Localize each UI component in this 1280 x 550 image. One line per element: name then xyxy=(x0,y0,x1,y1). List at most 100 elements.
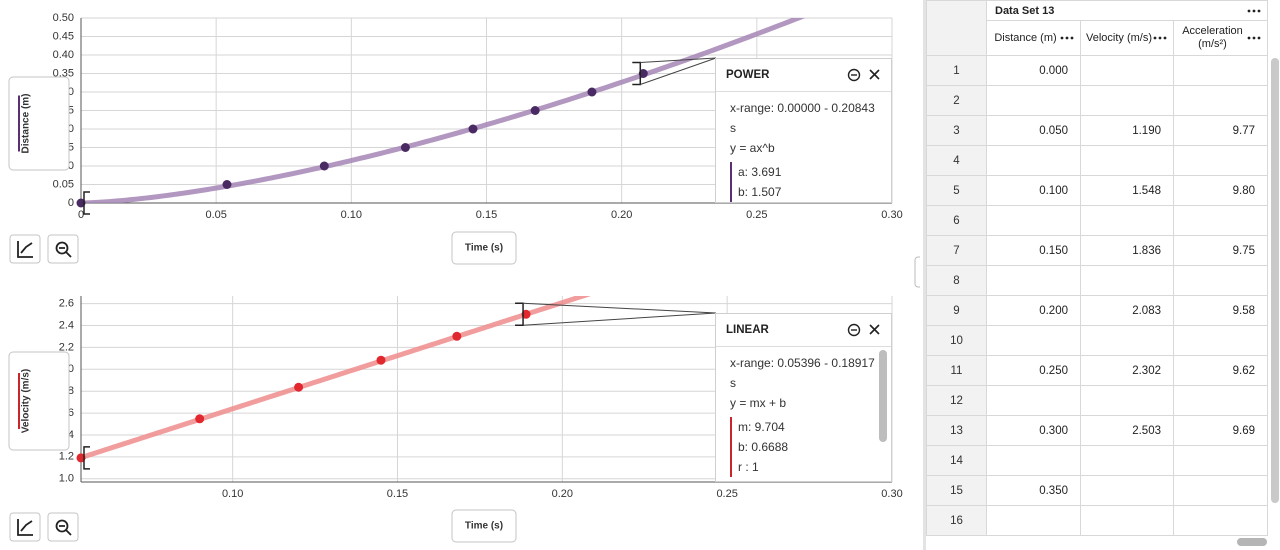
x-tick-label: 0.05 xyxy=(205,209,226,221)
table-cell[interactable] xyxy=(1173,205,1268,236)
y-tick-label: 1.0 xyxy=(59,473,74,485)
x-tick-label: 0.25 xyxy=(716,488,737,500)
row-number: 8 xyxy=(926,265,987,296)
table-cell[interactable]: 9.75 xyxy=(1173,235,1268,266)
table-row: 13 0.300 2.503 9.69 xyxy=(926,415,1268,446)
table-cell[interactable] xyxy=(1080,445,1174,476)
graph-panel: 0 0.05 0.10 0.15 0.20 0.25 0.30 0 0.05 0.10 0.15 0.… xyxy=(8,12,920,543)
vertical-scrollbar[interactable] xyxy=(1271,58,1279,503)
table-cell[interactable]: 0.150 xyxy=(986,235,1081,266)
menu-icon[interactable] xyxy=(1060,35,1074,41)
data-point xyxy=(222,180,232,189)
table-cell[interactable]: 9.58 xyxy=(1173,295,1268,326)
y-tick-label: 0.35 xyxy=(53,67,74,79)
y-axis-label-box[interactable] xyxy=(8,76,70,171)
zoom-button[interactable] xyxy=(47,512,79,542)
x-tick-label: 0.15 xyxy=(476,209,497,221)
x-axis-label: Time (s) xyxy=(465,521,503,532)
table-cell[interactable] xyxy=(986,445,1081,476)
table-cell[interactable] xyxy=(1173,145,1268,176)
table-cell[interactable] xyxy=(1173,85,1268,116)
table-cell[interactable] xyxy=(986,205,1081,236)
table-cell[interactable]: 9.80 xyxy=(1173,175,1268,206)
table-row: 11 0.250 2.302 9.62 xyxy=(926,355,1268,386)
table-cell[interactable] xyxy=(1173,385,1268,416)
y-tick-label: 2.4 xyxy=(59,319,74,331)
zoom-button[interactable] xyxy=(47,234,79,264)
horizontal-scrollbar[interactable] xyxy=(1237,538,1267,546)
table-cell[interactable] xyxy=(1080,205,1174,236)
table-cell[interactable]: 1.836 xyxy=(1080,235,1174,266)
table-cell[interactable]: 2.302 xyxy=(1080,355,1174,386)
table-cell[interactable] xyxy=(1080,325,1174,356)
table-cell[interactable]: 0.300 xyxy=(986,415,1081,446)
table-cell[interactable]: 9.69 xyxy=(1173,415,1268,446)
table-cell[interactable] xyxy=(1080,385,1174,416)
table-row: 15 0.350 xyxy=(926,475,1268,506)
fit-curve xyxy=(81,18,806,203)
table-cell[interactable] xyxy=(986,505,1081,536)
table-cell[interactable]: 9.62 xyxy=(1173,355,1268,386)
column-header[interactable]: Velocity (m/s) xyxy=(1080,20,1174,56)
table-row: 6 xyxy=(926,205,1268,236)
menu-icon[interactable] xyxy=(1247,35,1261,41)
x-axis-label-box[interactable] xyxy=(451,509,517,543)
table-cell[interactable]: 0.050 xyxy=(986,115,1081,146)
table-row: 7 0.150 1.836 9.75 xyxy=(926,235,1268,266)
table-cell[interactable]: 2.083 xyxy=(1080,295,1174,326)
table-cell[interactable] xyxy=(1173,475,1268,506)
table-cell[interactable] xyxy=(986,265,1081,296)
menu-icon[interactable] xyxy=(1247,8,1261,14)
table-cell[interactable] xyxy=(1080,55,1174,86)
table-cell[interactable]: 1.548 xyxy=(1080,175,1174,206)
menu-icon[interactable] xyxy=(1153,35,1167,41)
table-cell[interactable] xyxy=(1173,265,1268,296)
table-cell[interactable]: 0.100 xyxy=(986,175,1081,206)
y-axis-label-box[interactable] xyxy=(8,351,70,451)
table-cell[interactable]: 0.200 xyxy=(986,295,1081,326)
table-cell[interactable] xyxy=(986,85,1081,116)
table-cell[interactable]: 0.350 xyxy=(986,475,1081,506)
y-tick-label: 0 xyxy=(68,197,74,209)
table-cell[interactable] xyxy=(1173,55,1268,86)
range-bracket xyxy=(632,61,642,86)
table-cell[interactable] xyxy=(1080,145,1174,176)
table-cell[interactable] xyxy=(986,385,1081,416)
splitter-handle[interactable] xyxy=(914,256,920,288)
table-cell[interactable]: 9.77 xyxy=(1173,115,1268,146)
x-tick-label: 0.10 xyxy=(222,488,243,500)
table-cell[interactable] xyxy=(986,145,1081,176)
y-tick-label: 0.50 xyxy=(53,12,74,24)
table-cell[interactable] xyxy=(1080,475,1174,506)
corner-cell xyxy=(926,0,987,56)
table-cell[interactable] xyxy=(1080,265,1174,296)
row-number: 16 xyxy=(926,505,987,536)
table-cell[interactable] xyxy=(1080,85,1174,116)
x-axis-label-box[interactable] xyxy=(451,231,517,265)
table-row: 2 xyxy=(926,85,1268,116)
table-cell[interactable]: 0.250 xyxy=(986,355,1081,386)
connector xyxy=(640,57,717,85)
table-row: 9 0.200 2.083 9.58 xyxy=(926,295,1268,326)
table-cell[interactable]: 0.000 xyxy=(986,55,1081,86)
table-cell[interactable]: 2.503 xyxy=(1080,415,1174,446)
data-point xyxy=(587,87,597,97)
column-header[interactable]: Acceleration (m/s²) xyxy=(1173,20,1268,56)
column-header[interactable]: Distance (m) xyxy=(986,20,1081,56)
menu-dot xyxy=(1252,36,1256,40)
zoom-icon xyxy=(55,519,69,533)
table-cell[interactable] xyxy=(1173,325,1268,356)
data-point xyxy=(376,355,386,365)
table-cell[interactable] xyxy=(986,325,1081,356)
row-number: 2 xyxy=(926,85,987,116)
range-bracket xyxy=(83,191,90,215)
range-bracket xyxy=(515,302,524,327)
row-number: 9 xyxy=(926,295,987,326)
table-cell[interactable] xyxy=(1080,505,1174,536)
menu-dot xyxy=(1252,9,1256,12)
table-cell[interactable]: 1.190 xyxy=(1080,115,1174,146)
data-point xyxy=(452,331,462,341)
table-cell[interactable] xyxy=(1173,445,1268,476)
table-row: 14 xyxy=(926,445,1268,476)
table-cell[interactable] xyxy=(1173,505,1268,536)
